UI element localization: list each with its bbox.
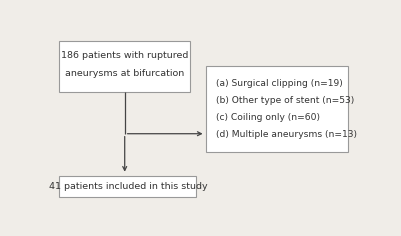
Text: (a) Surgical clipping (n=19): (a) Surgical clipping (n=19): [217, 79, 343, 88]
Text: 186 patients with ruptured: 186 patients with ruptured: [61, 51, 188, 60]
FancyBboxPatch shape: [59, 41, 190, 92]
Text: (c) Coiling only (n=60): (c) Coiling only (n=60): [217, 113, 320, 122]
Text: aneurysms at bifurcation: aneurysms at bifurcation: [65, 69, 184, 78]
Text: (d) Multiple aneurysms (n=13): (d) Multiple aneurysms (n=13): [217, 130, 357, 139]
Text: 41 patients included in this study: 41 patients included in this study: [49, 182, 207, 191]
Text: (b) Other type of stent (n=53): (b) Other type of stent (n=53): [217, 96, 354, 105]
FancyBboxPatch shape: [206, 67, 348, 152]
FancyBboxPatch shape: [59, 176, 196, 197]
